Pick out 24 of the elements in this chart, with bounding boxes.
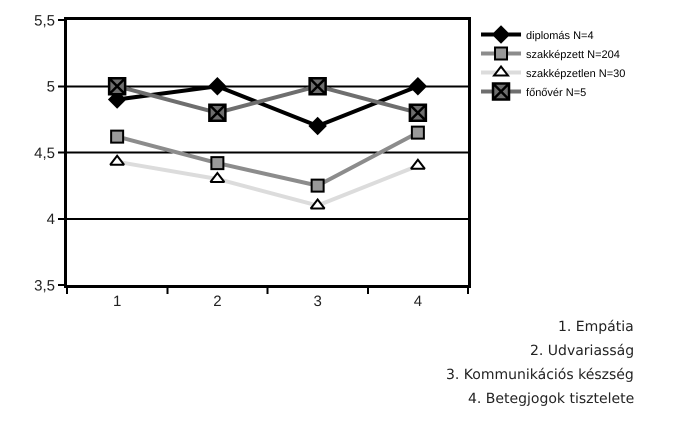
- y-tick-label: 5,5: [34, 12, 55, 30]
- legend-label: diplomás N=4: [526, 30, 594, 42]
- text: 1. Empátia: [558, 319, 634, 335]
- x-tick-label: 1: [112, 293, 122, 310]
- y-tick-label: 5: [46, 78, 55, 96]
- point: [110, 130, 124, 144]
- y-tick-label: 4,5: [34, 144, 55, 162]
- point: [208, 77, 226, 96]
- x-tick-label: 4: [414, 293, 422, 310]
- point: [410, 126, 425, 140]
- legend-label: szakképzett N=204: [526, 48, 620, 61]
- point: [310, 178, 325, 193]
- legend-label: főnővér N=5: [526, 86, 586, 99]
- x-tick-label: 3: [313, 293, 322, 310]
- y-tick-label: 4: [46, 211, 55, 228]
- point: [409, 77, 427, 96]
- x-tick-label: 2: [213, 293, 222, 310]
- text: 2. Udvariasság: [530, 343, 634, 359]
- point: [210, 156, 224, 170]
- text: 4. Betegjogok tisztelete: [468, 391, 634, 407]
- legend-label: szakképzetlen N=30: [526, 68, 626, 80]
- y-tick-label: 3,5: [34, 277, 55, 294]
- text: 3. Kommunikációs készség: [446, 367, 634, 383]
- point: [308, 117, 326, 135]
